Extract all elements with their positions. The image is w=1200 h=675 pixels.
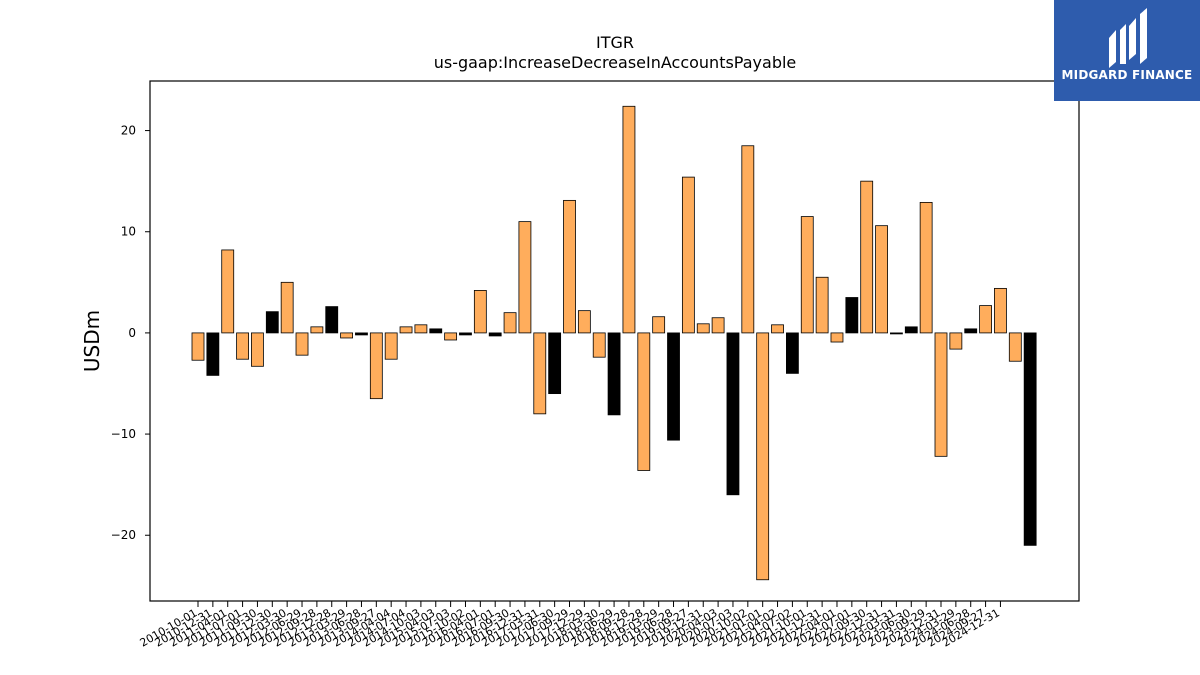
chart-title: ITGR: [596, 33, 634, 52]
bar-2020-04-03: [711, 317, 725, 334]
y-tick-label: −10: [111, 427, 136, 441]
bar-2024-12-31: [994, 287, 1007, 334]
bar-2021-07-02: [786, 332, 799, 374]
y-tick-label: 10: [121, 225, 136, 239]
bar-2012-12-28: [325, 306, 339, 334]
bar-2024-09-27: [979, 305, 992, 334]
y-tick-label: −20: [111, 528, 136, 542]
bar-2022-07-01: [845, 297, 859, 334]
x-ticks-group: 2010-10-012010-12-312011-04-012011-07-01…: [138, 601, 1002, 650]
bar-2010-12-31: [206, 332, 220, 376]
bar-2019-06-28: [667, 332, 680, 441]
bar-2017-06-30: [548, 332, 562, 395]
y-axis-label: USDm: [80, 310, 104, 372]
bar-2018-06-29: [607, 332, 621, 416]
y-tick-label: 20: [121, 124, 136, 138]
bar-2023-12-31: [934, 332, 948, 457]
bar-2015-07-03: [444, 332, 458, 341]
bar-2018-03-30: [592, 332, 606, 358]
bars-group: [191, 105, 1037, 581]
bar-2023-09-29: [919, 201, 933, 334]
bar-2018-12-28: [637, 332, 651, 471]
bar-2015-04-03: [429, 328, 443, 334]
bar-2020-07-03: [726, 332, 740, 496]
brand-logo: MIDGARD FINANCE: [1054, 0, 1200, 101]
chart-subtitle: us-gaap:IncreaseDecreaseInAccountsPayabl…: [434, 53, 797, 72]
bar-2010-10-01: [191, 332, 205, 361]
bar-2022-12-31: [875, 225, 888, 334]
bar-2013-06-28: [355, 332, 368, 336]
bar-2011-12-30: [265, 311, 279, 334]
bar-2023-06-30: [904, 326, 918, 334]
bar-2018-09-28: [622, 105, 636, 334]
bar-2017-03-31: [533, 332, 547, 415]
bar-2017-09-29: [563, 199, 576, 334]
bar-2015-10-02: [459, 332, 472, 336]
bar-2016-04-01: [473, 290, 487, 334]
bar-2011-04-01: [221, 249, 235, 334]
bar-undefined: [1008, 332, 1022, 362]
bar-2022-04-01: [830, 332, 844, 343]
bar-2013-03-29: [340, 332, 354, 339]
brand-name: MIDGARD FINANCE: [1061, 68, 1193, 82]
logo-mark-icon: [1109, 8, 1147, 68]
plot-frame: [149, 80, 1080, 602]
bar-2011-09-30: [251, 332, 264, 367]
bar-2022-09-30: [860, 180, 874, 334]
bar-2020-10-02: [741, 145, 755, 334]
bar-2014-04-04: [384, 332, 398, 360]
bar-2024-03-29: [949, 332, 963, 350]
bar-2014-10-03: [414, 324, 428, 334]
y-ticks-group: −20 −10 0 10 20: [111, 124, 150, 542]
bar-2024-06-28: [964, 328, 978, 334]
bar-2016-07-01: [488, 332, 502, 337]
bar-2014-07-04: [399, 326, 413, 334]
bar-2023-03-31: [890, 332, 903, 335]
bar-2019-09-27: [681, 176, 695, 334]
bar-2013-09-27: [369, 332, 383, 400]
bar-2019-12-31: [696, 323, 710, 334]
bar-2016-09-30: [503, 312, 517, 334]
bar-2021-01-01: [756, 332, 770, 581]
bar-2021-12-31: [815, 276, 829, 334]
bar-2012-03-30: [280, 281, 294, 334]
y-tick-label: 0: [128, 326, 136, 340]
bar-2021-10-01: [800, 216, 814, 334]
bar-2017-12-29: [577, 310, 591, 334]
bar-2021-04-02: [771, 324, 784, 334]
bar-2016-12-31: [518, 221, 532, 334]
bar-2012-06-29: [295, 332, 309, 356]
bar-2012-09-28: [310, 326, 324, 334]
bar-2011-07-01: [236, 332, 249, 360]
bar-undefined: [1023, 332, 1037, 546]
bar-2019-03-29: [652, 316, 666, 334]
